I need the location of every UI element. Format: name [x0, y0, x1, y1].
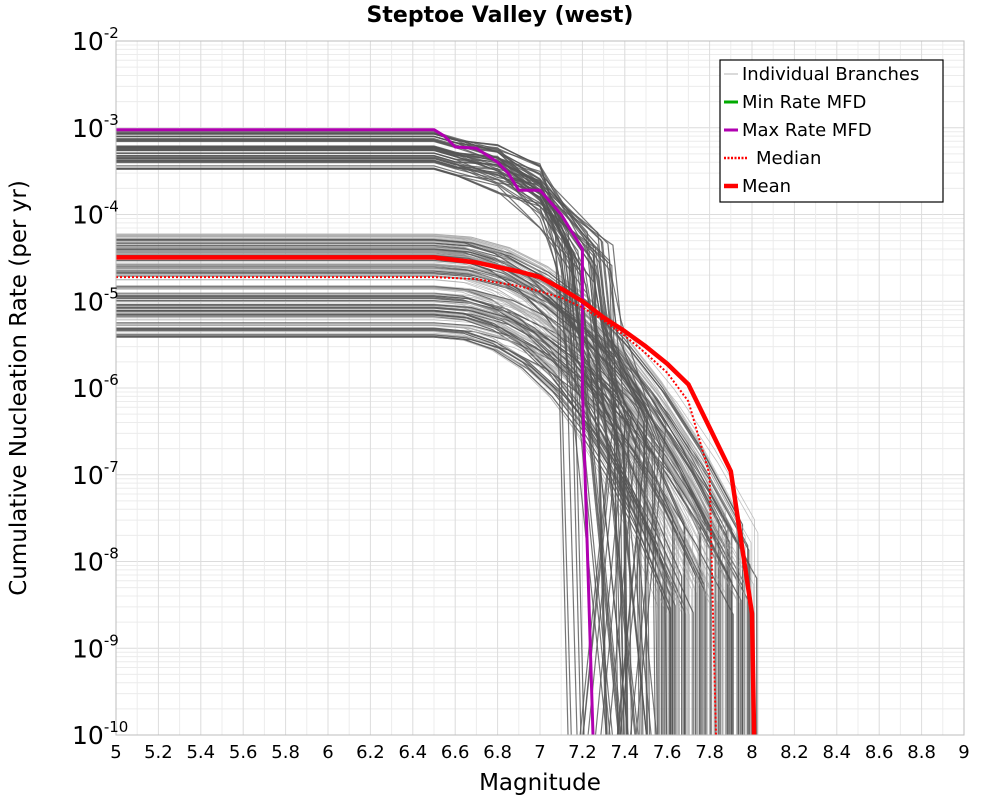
x-tick-label: 5.4 [186, 742, 215, 763]
y-tick-labels: 10-2 10-3 10-4 10-5 10-6 10-7 10-8 10-9 10-10 [72, 24, 128, 750]
branch-line [116, 315, 698, 735]
y-tick-label: 10-10 [72, 718, 128, 750]
branch-line [116, 148, 613, 735]
x-tick-label: 7.8 [695, 742, 724, 763]
x-tick-labels: 5 5.2 5.4 5.6 5.8 6 6.2 6.4 6.6 6.8 7 7.2 7.4 7.6 7.8 8… [110, 742, 969, 763]
y-tick-label: 10-8 [72, 545, 119, 577]
x-tick-label: 5 [110, 742, 121, 763]
x-tick-label: 8.8 [907, 742, 936, 763]
x-tick-label: 8.4 [822, 742, 851, 763]
legend-label: Max Rate MFD [742, 120, 872, 141]
branch-line [116, 161, 648, 735]
plot-frame [115, 40, 965, 736]
y-tick-label: 10-2 [72, 24, 119, 56]
branch-line [116, 297, 697, 735]
branch-line [116, 234, 738, 735]
branch-line [116, 298, 705, 735]
x-tick-label: 6.2 [356, 742, 385, 763]
branch-line [116, 329, 672, 735]
branch-line [116, 168, 639, 735]
branch-line [116, 133, 656, 735]
chart-series [116, 128, 757, 735]
x-tick-label: 6.8 [483, 742, 512, 763]
branch-line [116, 306, 705, 735]
individual-branches [116, 131, 759, 735]
legend-label: Median [756, 148, 821, 169]
branch-line [116, 334, 694, 735]
branch-line [116, 254, 712, 735]
legend-label: Individual Branches [742, 64, 919, 85]
y-tick-label: 10-4 [72, 198, 119, 230]
x-tick-label: 8.2 [780, 742, 809, 763]
branch-line [116, 139, 625, 735]
branch-line [116, 330, 680, 735]
y-tick-label: 10-5 [72, 284, 119, 316]
branch-line [116, 131, 652, 735]
branch-line [116, 264, 752, 735]
series-max-rate-mfd [116, 128, 595, 735]
x-tick-label: 5.8 [271, 742, 300, 763]
x-tick-label: 6 [322, 742, 333, 763]
x-tick-label: 8 [746, 742, 757, 763]
x-tick-label: 9 [958, 742, 969, 763]
x-tick-label: 7.6 [653, 742, 682, 763]
branch-line [116, 258, 746, 735]
x-tick-label: 6.4 [398, 742, 427, 763]
y-tick-label: 10-6 [72, 371, 119, 403]
branch-line [116, 235, 738, 735]
branch-line [116, 136, 607, 735]
series-mean [116, 255, 757, 735]
x-tick-label: 5.6 [229, 742, 258, 763]
legend: Individual Branches Min Rate MFD Max Rate … [719, 59, 944, 203]
x-tick-label: 6.6 [441, 742, 470, 763]
x-tick-label: 7.4 [610, 742, 639, 763]
branch-line [116, 253, 741, 735]
legend-label: Mean [742, 176, 791, 197]
y-tick-label: 10-3 [72, 111, 119, 143]
branch-line [116, 132, 658, 735]
chart-title: Steptoe Valley (west) [367, 3, 634, 28]
legend-box [719, 59, 944, 203]
branch-line [116, 259, 660, 735]
x-tick-label: 7.2 [568, 742, 597, 763]
x-tick-label: 7 [534, 742, 545, 763]
branch-line [116, 288, 661, 735]
x-tick-label: 5.2 [144, 742, 173, 763]
branch-line [116, 165, 640, 735]
y-tick-label: 10-9 [72, 631, 119, 663]
y-axis-label: Cumulative Nucleation Rate (per yr) [6, 180, 32, 596]
x-axis-label: Magnitude [479, 770, 601, 796]
x-tick-label: 8.6 [865, 742, 894, 763]
y-tick-label: 10-7 [72, 458, 119, 490]
branch-line [116, 146, 585, 735]
legend-label: Min Rate MFD [742, 92, 866, 113]
